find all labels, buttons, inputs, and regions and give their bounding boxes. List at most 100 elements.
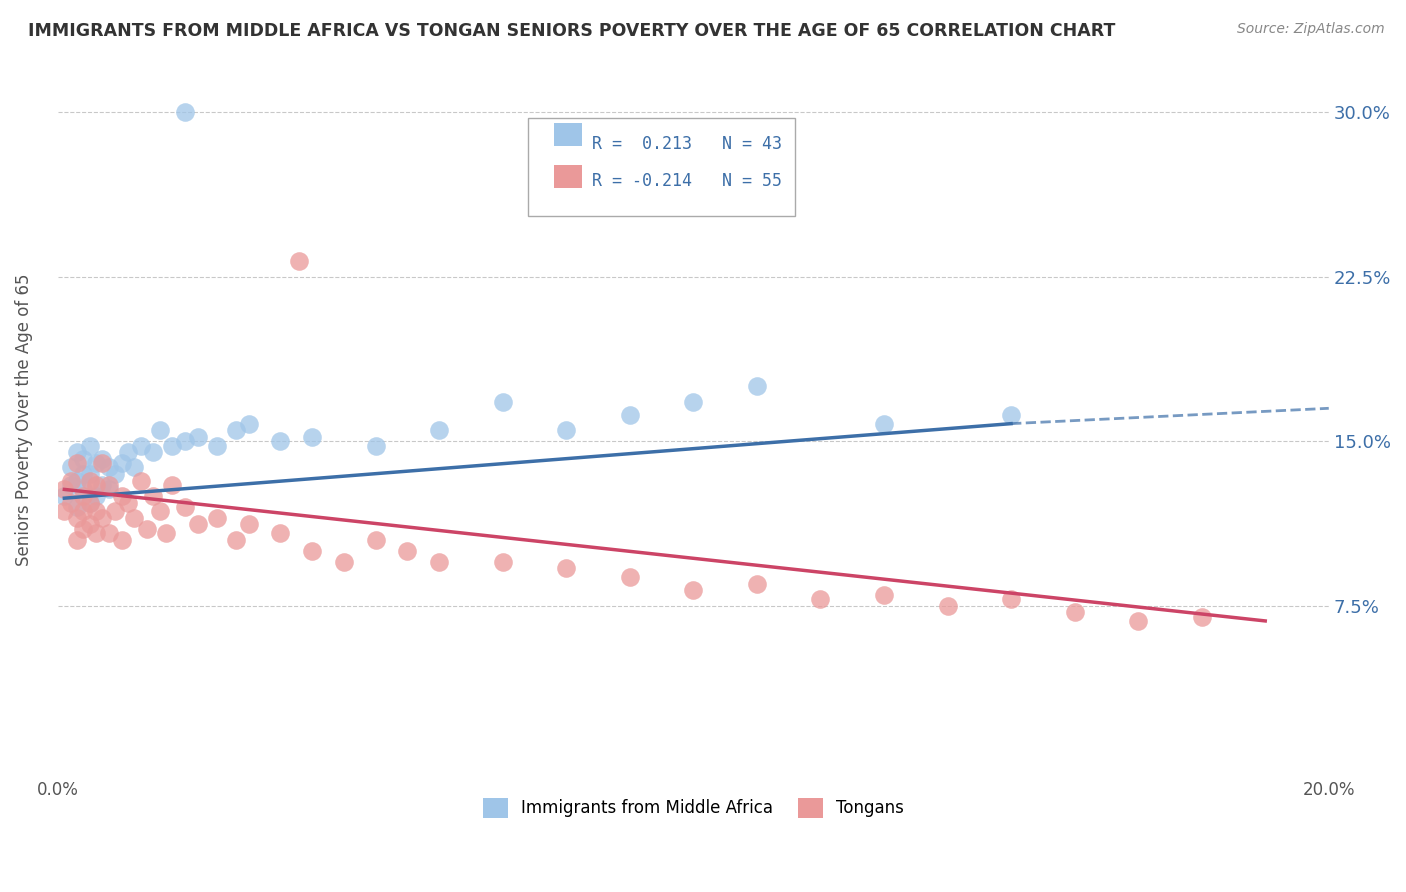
Text: Source: ZipAtlas.com: Source: ZipAtlas.com bbox=[1237, 22, 1385, 37]
Point bbox=[72, 504, 94, 518]
Point bbox=[619, 408, 641, 422]
Point bbox=[66, 533, 89, 547]
Point bbox=[79, 517, 101, 532]
FancyBboxPatch shape bbox=[529, 118, 794, 216]
Point bbox=[53, 483, 76, 497]
Point bbox=[1126, 614, 1149, 628]
Point bbox=[72, 483, 94, 497]
Point bbox=[873, 588, 896, 602]
Point bbox=[810, 592, 832, 607]
Point bbox=[492, 555, 515, 569]
Point bbox=[745, 576, 768, 591]
Point bbox=[72, 489, 94, 503]
Point bbox=[59, 460, 82, 475]
Point bbox=[682, 583, 704, 598]
Point bbox=[225, 533, 247, 547]
Point bbox=[110, 489, 132, 503]
Point bbox=[66, 511, 89, 525]
Point bbox=[269, 434, 291, 449]
Point bbox=[79, 474, 101, 488]
Point bbox=[72, 467, 94, 481]
Point bbox=[333, 555, 356, 569]
Point bbox=[555, 561, 578, 575]
Point bbox=[301, 543, 323, 558]
Point bbox=[91, 511, 114, 525]
Point bbox=[162, 439, 184, 453]
Point bbox=[364, 533, 387, 547]
Point bbox=[162, 478, 184, 492]
Point bbox=[97, 483, 120, 497]
Point bbox=[117, 495, 139, 509]
Point bbox=[492, 394, 515, 409]
Point bbox=[142, 445, 165, 459]
Point bbox=[1000, 408, 1022, 422]
Point bbox=[269, 526, 291, 541]
Point bbox=[301, 430, 323, 444]
Point bbox=[72, 522, 94, 536]
Point bbox=[155, 526, 177, 541]
Point bbox=[238, 417, 260, 431]
Point bbox=[205, 511, 228, 525]
Point bbox=[149, 423, 172, 437]
Point bbox=[79, 439, 101, 453]
Point bbox=[117, 445, 139, 459]
Point bbox=[187, 517, 209, 532]
Y-axis label: Seniors Poverty Over the Age of 65: Seniors Poverty Over the Age of 65 bbox=[15, 273, 32, 566]
Point bbox=[53, 504, 76, 518]
Point bbox=[288, 254, 311, 268]
Point bbox=[59, 478, 82, 492]
Point bbox=[66, 456, 89, 470]
Point bbox=[84, 504, 107, 518]
Point bbox=[84, 526, 107, 541]
Point bbox=[72, 451, 94, 466]
Point bbox=[97, 460, 120, 475]
Point bbox=[91, 451, 114, 466]
Point bbox=[238, 517, 260, 532]
Point bbox=[396, 543, 419, 558]
Bar bbox=[554, 122, 582, 145]
Point bbox=[66, 500, 89, 514]
Point bbox=[682, 394, 704, 409]
Point bbox=[136, 522, 159, 536]
Point bbox=[364, 439, 387, 453]
Text: R =  0.213   N = 43: R = 0.213 N = 43 bbox=[592, 136, 782, 153]
Point bbox=[187, 430, 209, 444]
Point bbox=[66, 445, 89, 459]
Point bbox=[110, 456, 132, 470]
Point bbox=[79, 467, 101, 481]
Point bbox=[104, 504, 127, 518]
Text: IMMIGRANTS FROM MIDDLE AFRICA VS TONGAN SENIORS POVERTY OVER THE AGE OF 65 CORRE: IMMIGRANTS FROM MIDDLE AFRICA VS TONGAN … bbox=[28, 22, 1115, 40]
Point bbox=[225, 423, 247, 437]
Point bbox=[1063, 605, 1085, 619]
Point bbox=[97, 478, 120, 492]
Point bbox=[129, 439, 152, 453]
Text: R = -0.214   N = 55: R = -0.214 N = 55 bbox=[592, 172, 782, 190]
Point bbox=[84, 489, 107, 503]
Point bbox=[84, 456, 107, 470]
Point bbox=[1191, 609, 1213, 624]
Point bbox=[174, 434, 197, 449]
Point bbox=[427, 555, 450, 569]
Point bbox=[84, 478, 107, 492]
Point bbox=[174, 105, 197, 120]
Bar bbox=[554, 165, 582, 188]
Point bbox=[66, 474, 89, 488]
Point bbox=[129, 474, 152, 488]
Point bbox=[91, 456, 114, 470]
Point bbox=[555, 423, 578, 437]
Point bbox=[79, 495, 101, 509]
Point bbox=[122, 511, 145, 525]
Point bbox=[873, 417, 896, 431]
Point bbox=[142, 489, 165, 503]
Point bbox=[59, 495, 82, 509]
Point bbox=[745, 379, 768, 393]
Point bbox=[936, 599, 959, 613]
Point bbox=[91, 478, 114, 492]
Point bbox=[122, 460, 145, 475]
Point bbox=[53, 489, 76, 503]
Point bbox=[97, 526, 120, 541]
Point bbox=[174, 500, 197, 514]
Point bbox=[79, 495, 101, 509]
Point bbox=[104, 467, 127, 481]
Point bbox=[59, 474, 82, 488]
